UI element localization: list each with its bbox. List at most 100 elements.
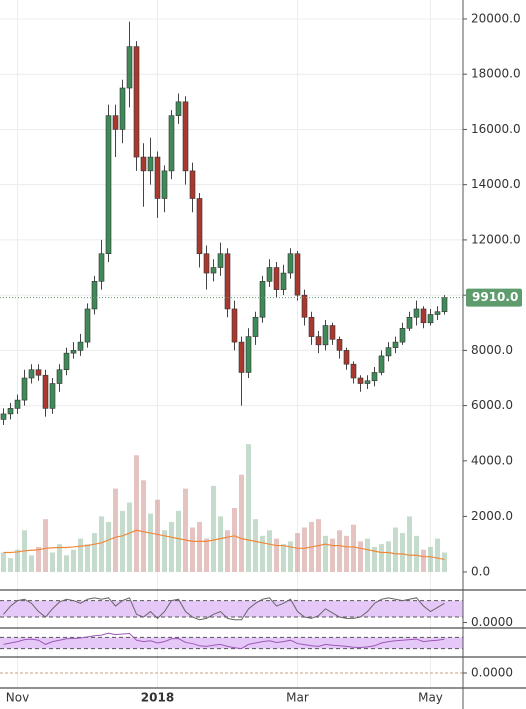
volume-bar bbox=[162, 530, 167, 572]
volume-bar bbox=[386, 541, 391, 572]
candle-body bbox=[189, 170, 196, 199]
candle-body bbox=[350, 363, 357, 379]
y-tick-label: 8000.0 bbox=[471, 343, 513, 357]
candle-body bbox=[168, 115, 175, 172]
y-tick-label: 4000.0 bbox=[471, 453, 513, 467]
volume-bar bbox=[421, 549, 426, 572]
y-tick-label: 2000.0 bbox=[471, 509, 513, 523]
candle-body bbox=[63, 352, 70, 371]
volume-bar bbox=[113, 488, 118, 572]
candle-body bbox=[210, 267, 217, 274]
candle-body bbox=[49, 383, 56, 409]
candle-body bbox=[273, 267, 280, 290]
volume-bar bbox=[442, 552, 447, 572]
volume-bar bbox=[141, 480, 146, 572]
volume-bar bbox=[169, 521, 174, 572]
candle-body bbox=[126, 46, 133, 89]
volume-bar bbox=[120, 510, 125, 572]
candle-body bbox=[91, 281, 98, 310]
candle-body bbox=[231, 308, 238, 343]
volume-bar bbox=[253, 519, 258, 572]
candle-body bbox=[84, 308, 91, 343]
volume-bar bbox=[78, 538, 83, 572]
candle-body bbox=[112, 115, 119, 130]
candle-body bbox=[175, 101, 182, 116]
candle-body bbox=[203, 253, 210, 274]
x-tick-label: 2018 bbox=[141, 691, 174, 705]
volume-bar bbox=[15, 549, 20, 572]
indicator-band bbox=[0, 637, 463, 649]
candle-body bbox=[56, 369, 63, 384]
candle-body bbox=[364, 380, 371, 384]
volume-bar bbox=[274, 538, 279, 572]
volume-bar bbox=[414, 535, 419, 572]
volume-bar bbox=[365, 538, 370, 572]
volume-bar bbox=[239, 474, 244, 572]
volume-bar bbox=[379, 544, 384, 572]
candle-body bbox=[266, 267, 273, 282]
volume-bar bbox=[344, 535, 349, 572]
volume-bar bbox=[323, 535, 328, 572]
candle-body bbox=[21, 377, 28, 401]
candle-body bbox=[434, 311, 441, 315]
volume-bar bbox=[197, 521, 202, 572]
candle-body bbox=[357, 377, 364, 384]
candle-body bbox=[182, 101, 189, 172]
candle-body bbox=[427, 314, 434, 324]
candle-body bbox=[105, 115, 112, 255]
candle-body bbox=[259, 281, 266, 318]
candle-body bbox=[252, 316, 259, 337]
candle-body bbox=[343, 350, 350, 365]
candle-body bbox=[70, 350, 77, 354]
volume-bar bbox=[393, 527, 398, 572]
candle-body bbox=[378, 355, 385, 373]
volume-bar bbox=[281, 544, 286, 572]
volume-bar bbox=[127, 502, 132, 572]
volume-bar bbox=[337, 530, 342, 572]
volume-bar bbox=[330, 538, 335, 572]
volume-bar bbox=[99, 516, 104, 572]
y-tick-label: 14000.0 bbox=[471, 177, 521, 191]
y-tick-label: 16000.0 bbox=[471, 122, 521, 136]
indicator-line bbox=[3, 597, 445, 621]
y-tick-label: 20000.0 bbox=[471, 11, 521, 25]
volume-bar bbox=[29, 555, 34, 572]
volume-bar bbox=[400, 533, 405, 572]
volume-bar bbox=[435, 538, 440, 572]
y-tick-label: 0.0000 bbox=[471, 666, 513, 680]
candle-body bbox=[133, 46, 140, 158]
y-tick-label: 0.0 bbox=[471, 564, 490, 578]
candle-body bbox=[392, 341, 399, 348]
volume-bar bbox=[64, 555, 69, 572]
candle-body bbox=[140, 156, 147, 172]
volume-bar bbox=[148, 513, 153, 572]
candle-body bbox=[385, 347, 392, 357]
candle-body bbox=[308, 316, 315, 337]
y-tick-label: 18000.0 bbox=[471, 67, 521, 81]
volume-ma bbox=[3, 529, 445, 561]
x-tick-label: Mar bbox=[286, 691, 309, 705]
candle-body bbox=[441, 297, 448, 313]
candle-body bbox=[154, 156, 161, 199]
volume-bar bbox=[267, 530, 272, 572]
volume-bar bbox=[106, 521, 111, 572]
candle-body bbox=[322, 325, 329, 346]
candle-body bbox=[7, 408, 14, 415]
candle-body bbox=[329, 325, 336, 340]
candle-body bbox=[0, 413, 7, 420]
volume-bar bbox=[183, 488, 188, 572]
volume-bar bbox=[8, 558, 13, 572]
volume-bar bbox=[190, 527, 195, 572]
volume-bar bbox=[407, 516, 412, 572]
indicator-line bbox=[3, 632, 445, 650]
volume-bar bbox=[36, 546, 41, 572]
volume-bar bbox=[295, 533, 300, 572]
candle-body bbox=[287, 253, 294, 274]
volume-bar bbox=[218, 516, 223, 572]
candle-body bbox=[294, 253, 301, 296]
candle-body bbox=[399, 327, 406, 343]
candle-body bbox=[371, 372, 378, 382]
candle-body bbox=[161, 170, 168, 199]
candle-body bbox=[406, 316, 413, 329]
y-tick-label: 12000.0 bbox=[471, 232, 521, 246]
